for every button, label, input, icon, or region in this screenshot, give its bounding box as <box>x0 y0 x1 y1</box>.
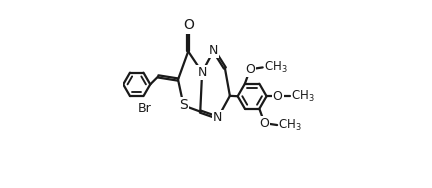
Text: Br: Br <box>138 102 152 115</box>
Text: CH$_3$: CH$_3$ <box>264 60 287 75</box>
Text: O: O <box>183 18 194 33</box>
Text: O: O <box>273 90 283 103</box>
Text: N: N <box>209 44 219 57</box>
Text: O: O <box>260 117 270 130</box>
Text: CH$_3$: CH$_3$ <box>278 118 302 133</box>
Text: S: S <box>179 99 188 112</box>
Text: N: N <box>197 66 207 79</box>
Text: N: N <box>213 111 222 124</box>
Text: O: O <box>245 63 255 76</box>
Text: CH$_3$: CH$_3$ <box>291 89 314 104</box>
